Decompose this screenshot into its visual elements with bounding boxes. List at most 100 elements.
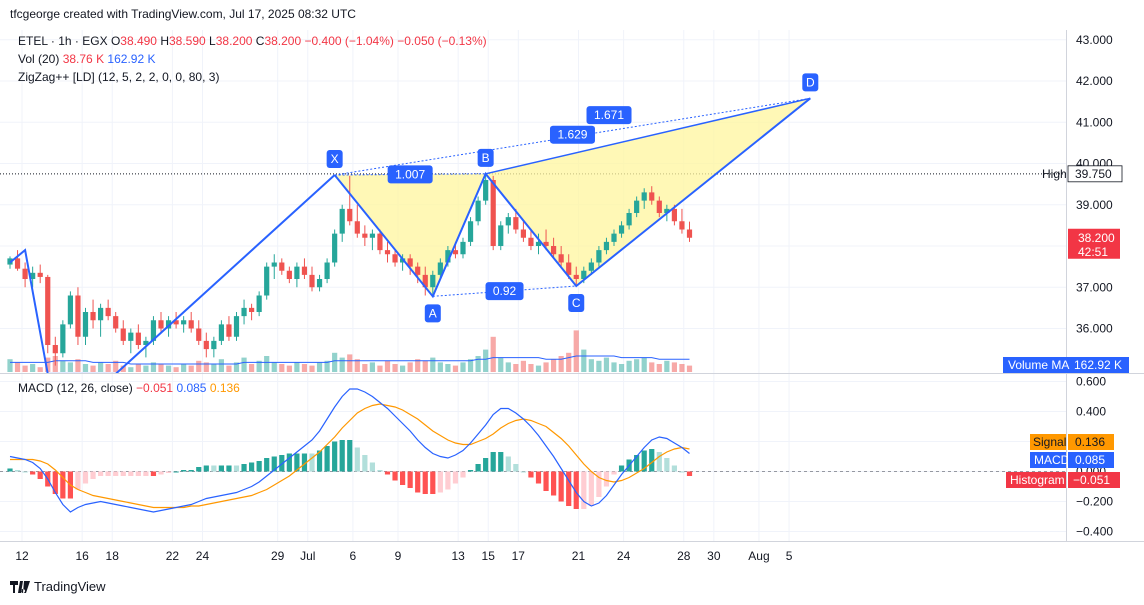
macd-histogram-bar: [203, 465, 209, 472]
macd-hist-value: −0.051: [136, 381, 174, 395]
volume-bar: [279, 364, 285, 372]
candle-body: [128, 332, 134, 341]
volume-bar: [264, 356, 270, 372]
tradingview-logo[interactable]: TradingView: [10, 579, 106, 594]
macd-histogram-bar: [120, 471, 126, 476]
candle-body: [377, 233, 383, 251]
candle-body: [113, 316, 119, 329]
macd-histogram-bar: [98, 471, 104, 476]
candle-body: [294, 266, 300, 279]
volume-bar: [324, 360, 330, 372]
volume-bar: [105, 364, 111, 372]
macd-histogram-bar: [135, 471, 141, 476]
macd-signal-line: [10, 403, 690, 509]
candle-body: [422, 274, 428, 288]
volume-bar: [226, 365, 232, 372]
candle-body: [437, 262, 443, 275]
candle-body: [45, 276, 51, 345]
candle-body: [264, 266, 270, 296]
candle-body: [233, 316, 240, 337]
candle-body: [656, 200, 662, 213]
candle-body: [286, 270, 292, 279]
macd-histogram-bar: [535, 471, 542, 484]
pattern-point-b-label: B: [482, 151, 490, 165]
volume-bar: [407, 362, 413, 372]
volume-legend[interactable]: Vol (20) 38.76 K 162.92 K: [18, 52, 155, 66]
volume-bar: [203, 362, 209, 372]
macd-histogram-bar: [196, 467, 202, 472]
macd-histogram-bar: [82, 471, 89, 484]
volume-bar: [316, 362, 323, 372]
macd-histogram-bar: [618, 465, 625, 472]
macd-histogram-bar: [573, 471, 579, 509]
macd-histogram-bar: [513, 464, 519, 472]
candle-body: [392, 254, 398, 263]
volume-bar: [332, 352, 338, 372]
zigzag-legend[interactable]: ZigZag++ [LD] (12, 5, 2, 2, 0, 0, 80, 3): [18, 70, 220, 84]
candle-body: [498, 225, 504, 246]
time-tick-label: 18: [106, 549, 120, 563]
macd-legend[interactable]: MACD (12, 26, close) −0.051 0.085 0.136: [18, 381, 240, 395]
ohlc-legend: ETEL · 1h · EGX O38.490 H38.590 L38.200 …: [18, 34, 487, 48]
candle-body: [105, 307, 111, 317]
macd-value-badge: [1068, 452, 1114, 468]
macd-histogram-bar: [241, 464, 247, 472]
time-tick-label: 17: [512, 549, 526, 563]
symbol-label[interactable]: ETEL · 1h · EGX: [18, 34, 108, 48]
tradingview-logo-icon: [10, 580, 30, 593]
candle-body: [671, 208, 677, 222]
volume-bar: [218, 359, 224, 372]
bcd-triangle: [485, 98, 811, 287]
volume-bar: [362, 364, 368, 372]
volume-bar: [150, 362, 157, 372]
volume-bar: [498, 357, 504, 372]
candle-body: [256, 295, 262, 312]
macd-tick-label: −0.400: [1076, 525, 1113, 539]
pattern-point-x-label: X: [331, 152, 339, 166]
macd-histogram-bar: [611, 471, 617, 475]
candle-body: [513, 217, 519, 230]
volume-bar: [233, 362, 240, 372]
macd-histogram-bar: [301, 453, 308, 472]
volume-bar: [573, 330, 579, 372]
high-value: 39.750: [1075, 167, 1112, 181]
volume-bar: [354, 359, 360, 372]
histogram-label: Histogram: [1010, 473, 1065, 487]
xab-triangle: [334, 173, 486, 297]
volume-bar: [551, 359, 557, 372]
candle-body: [626, 213, 632, 226]
volume-bar: [430, 357, 436, 372]
candle-body: [339, 208, 345, 234]
candle-body: [603, 241, 610, 251]
pattern-point-a-label: A: [429, 306, 437, 320]
macd-histogram-bar: [128, 471, 134, 476]
candle-body: [249, 307, 255, 312]
macd-histogram-bar: [105, 471, 111, 476]
volume-bar: [649, 362, 655, 372]
macd-histogram-bar: [407, 471, 413, 488]
macd-line-value: 0.085: [176, 381, 207, 395]
candle-body: [354, 221, 360, 234]
time-tick-label: 28: [677, 549, 691, 563]
time-tick-label: 5: [786, 549, 793, 563]
candle-body: [309, 274, 315, 288]
volume-value: 38.76 K: [62, 52, 105, 66]
candle-body: [415, 266, 421, 275]
candle-body: [143, 340, 149, 345]
candle-body: [271, 262, 277, 267]
attribution-text: tfcgeorge created with TradingView.com, …: [10, 7, 356, 21]
ratio-badge: [485, 282, 524, 301]
pattern-point-c-label: C: [572, 296, 581, 310]
candle-body: [679, 221, 685, 230]
volume-bar: [588, 359, 594, 372]
candle-body: [150, 320, 157, 341]
volume-bar: [82, 364, 89, 372]
candle-body: [362, 233, 368, 238]
volume-bar: [128, 367, 134, 372]
macd-tag-label: MACD: [1034, 453, 1070, 467]
change-value-2: −0.050 (−0.13%): [397, 34, 487, 48]
histogram-value: −0.051: [1073, 473, 1110, 487]
candle-body: [60, 324, 66, 354]
candle-body: [475, 200, 481, 222]
